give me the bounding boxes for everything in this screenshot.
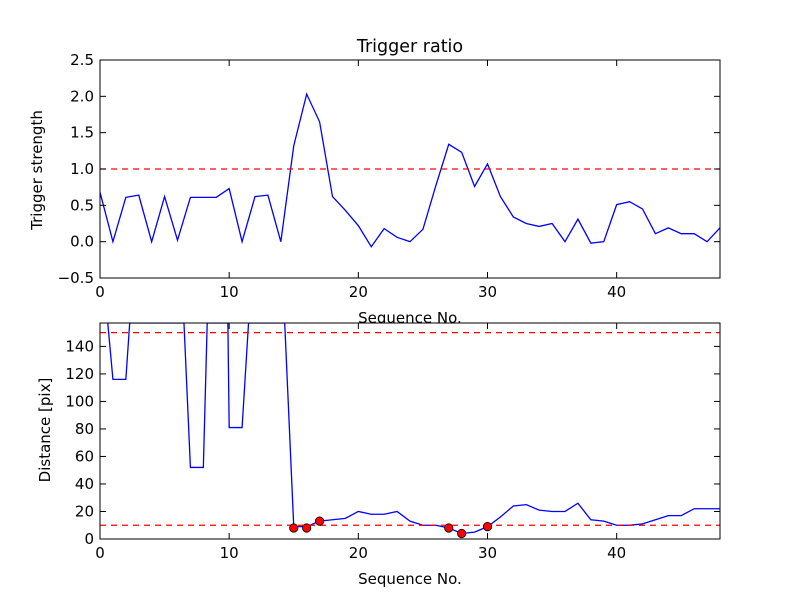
y-tick-label: 0 [84,530,94,548]
data-point-marker [289,523,299,533]
trigger-ratio-panel: Trigger ratio Trigger strength 0 10 20 30 40… [28,37,721,327]
data-point-marker [444,523,454,533]
x-tick-label: 20 [349,544,368,562]
distance-plot-background [100,323,720,539]
y-tick-label: 80 [75,420,94,438]
y-tick-label: 2.0 [70,87,94,105]
y-tick-label: 100 [65,392,94,410]
x-tick-label: 30 [478,544,497,562]
distance-panel: Distance [pix] Sequence No. 0 10 20 30 40 0 20… [36,322,721,588]
y-tick-label: 140 [65,337,94,355]
series-line [100,92,720,248]
x-tick-label: 0 [95,544,105,562]
data-point-marker [457,528,467,539]
axes-frame [99,322,721,540]
y-tick-label: 1.0 [70,160,94,178]
y-tick-label: −0.5 [58,269,94,287]
x-tick-label: 10 [220,544,239,562]
y-tick-label: 0.5 [70,196,94,214]
y-tick-label: 1.5 [70,124,94,142]
x-tick-label: 20 [349,283,368,301]
y-tick-label: 120 [65,365,94,383]
x-tick-label: 30 [478,283,497,301]
chart-title: Trigger ratio [356,37,463,57]
y-tick-label: 60 [75,447,94,465]
y-tick-label: 20 [75,502,94,520]
x-tick-label: 10 [220,283,239,301]
x-tick-label: 0 [95,283,105,301]
x-tick-label: 40 [607,544,626,562]
y-tick-label: 0.0 [70,233,94,251]
y-tick-label: 40 [75,475,94,493]
data-point-marker [314,516,325,526]
data-point-marker [302,523,312,533]
y-axis-title: Trigger strength [28,110,46,231]
y-axis-title: Distance [pix] [36,378,54,483]
plot-area [100,92,720,248]
plot-area [100,323,720,535]
y-tick-label: 2.5 [70,51,94,69]
data-point-marker [482,522,493,532]
x-axis-title: Sequence No. [358,570,462,588]
x-tick-label: 40 [607,283,626,301]
